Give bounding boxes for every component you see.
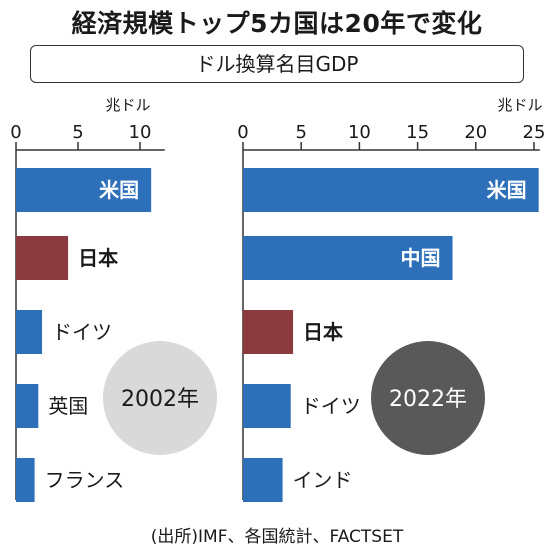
bar-2022-0: [243, 168, 539, 212]
bar-label: 日本: [303, 320, 343, 344]
x-tick-label: 0: [10, 122, 21, 143]
bar-2002-4: [16, 458, 35, 502]
chart-subtitle: ドル換算名目GDP: [30, 45, 524, 83]
axis-unit-label: 兆ドル: [105, 96, 150, 114]
bar-2022-3: [243, 384, 291, 428]
bar-2002-2: [16, 310, 43, 354]
bar-2002-0: [16, 168, 152, 212]
bar-label: 米国: [99, 178, 139, 202]
chart-title: 経済規模トップ5カ国は20年で変化: [71, 9, 483, 38]
x-tick-label: 10: [129, 122, 152, 143]
bar-label: 英国: [48, 394, 88, 418]
year-circle: [371, 341, 485, 455]
bar-label: 日本: [78, 246, 118, 270]
year-label: 2002年: [121, 387, 199, 412]
bar-label: ドイツ: [301, 394, 361, 418]
bar-2002-3: [16, 384, 39, 428]
bar-label: フランス: [45, 468, 125, 492]
year-circle: [103, 341, 217, 455]
bar-label: ドイツ: [52, 320, 112, 344]
x-tick-label: 20: [464, 122, 487, 143]
bar-2002-1: [16, 236, 69, 280]
bar-label: インド: [293, 468, 353, 492]
axis-unit-label: 兆ドル: [497, 96, 542, 114]
x-tick-label: 5: [72, 122, 83, 143]
bar-2022-4: [243, 458, 283, 502]
bar-2022-1: [243, 236, 453, 280]
bar-label: 中国: [401, 246, 441, 270]
x-tick-label: 10: [348, 122, 371, 143]
x-tick-label: 5: [295, 122, 306, 143]
x-tick-label: 0: [237, 122, 248, 143]
bar-label: 米国: [487, 178, 527, 202]
x-tick-label: 25: [523, 122, 546, 143]
x-tick-label: 15: [406, 122, 429, 143]
source-note: (出所)IMF、各国統計、FACTSET: [150, 527, 404, 547]
year-label: 2022年: [389, 387, 467, 412]
bar-2022-2: [243, 310, 294, 354]
